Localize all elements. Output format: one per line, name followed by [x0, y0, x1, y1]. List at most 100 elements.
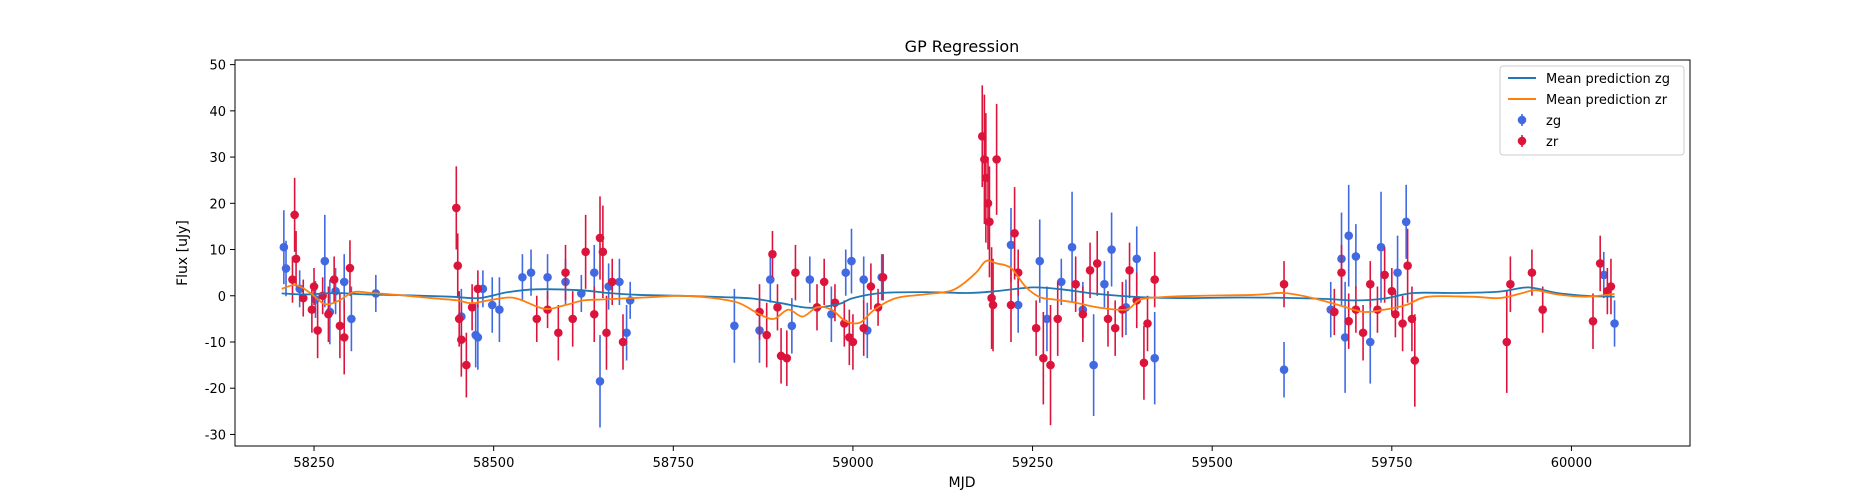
y-tick-label: 50 [209, 59, 226, 74]
zg-data-point [1401, 217, 1411, 227]
zr-data-point [1143, 319, 1152, 328]
zr-data-point [1337, 268, 1346, 277]
zg-data-point [495, 305, 504, 314]
zr-data-point [1279, 279, 1289, 289]
zr-data-point [288, 275, 297, 284]
zr-data-point [878, 272, 888, 282]
zg-data-point [331, 286, 340, 296]
zr-data-point [1344, 316, 1354, 326]
x-axis-label: MJD [949, 475, 976, 491]
zg-data-point [473, 333, 483, 342]
zg-data-point [827, 309, 836, 319]
y-tick-label: 20 [209, 197, 226, 212]
chart-title: GP Regression [905, 37, 1020, 56]
zg-data-point [1610, 319, 1619, 328]
zr-data-point [1053, 314, 1063, 324]
zg-data-point [1006, 240, 1016, 250]
zg-data-point [595, 376, 605, 386]
zr-data-point [1110, 323, 1120, 333]
zg-data-point [1132, 254, 1142, 264]
zr-data-point [983, 199, 993, 208]
zr-data-point [985, 217, 994, 227]
series-zr [288, 85, 1616, 426]
zr-data-point [768, 249, 777, 259]
zr-data-point [324, 309, 333, 319]
zr-data-point [1103, 314, 1113, 324]
x-tick-label: 58500 [473, 456, 514, 471]
zr-data-point [1506, 279, 1515, 289]
zr-data-point [568, 314, 578, 324]
zr-data-point [1387, 286, 1397, 296]
legend-marker-swatch [1517, 115, 1527, 125]
zr-data-point [454, 314, 464, 324]
zg-data-point [1089, 360, 1098, 370]
y-tick-label: -10 [205, 336, 226, 351]
zr-data-point [791, 268, 800, 277]
x-tick-label: 59750 [1371, 456, 1412, 471]
zr-data-point [618, 337, 628, 347]
zr-data-point [309, 282, 319, 291]
zg-data-point [765, 275, 775, 284]
zr-data-point [992, 155, 1001, 164]
zg-data-point [730, 321, 739, 331]
zr-data-point [453, 261, 463, 271]
series-zg [279, 184, 1619, 428]
zr-data-point [602, 328, 611, 338]
zr-data-point [1380, 270, 1389, 280]
zr-data-point [1330, 307, 1339, 317]
x-tick-label: 58750 [653, 456, 694, 471]
zr-data-point [452, 203, 461, 213]
zr-data-point [1092, 259, 1102, 268]
zr-data-point [345, 263, 355, 273]
axes-frame [234, 59, 1691, 447]
x-tick-label: 59500 [1192, 456, 1233, 471]
zr-data-point [467, 303, 477, 312]
zg-data-point [1056, 277, 1066, 287]
zr-data-point [1403, 261, 1412, 271]
zg-data-point [589, 268, 599, 277]
zg-data-point [1107, 245, 1116, 254]
zr-data-point [335, 321, 345, 331]
zr-data-point [1071, 279, 1080, 289]
zg-data-point [787, 321, 797, 331]
zr-data-point [339, 333, 349, 342]
y-axis-label: Flux [uJy] [175, 220, 191, 286]
zr-data-point [1046, 360, 1055, 370]
zr-data-point [848, 337, 858, 347]
zr-data-point [1078, 309, 1088, 319]
zr-data-point [329, 275, 339, 284]
zr-data-point [532, 314, 542, 324]
legend-label: Mean prediction zg [1546, 72, 1670, 87]
zg-data-point [859, 275, 869, 284]
zr-data-point [1085, 266, 1095, 275]
zr-data-point [1595, 259, 1605, 268]
zr-data-point [1398, 319, 1407, 328]
zg-data-point [518, 272, 527, 282]
zg-data-point [339, 277, 349, 287]
zr-data-point [1538, 305, 1548, 314]
zr-data-point [607, 277, 617, 287]
y-tick-label: -30 [205, 428, 226, 443]
zg-data-point [615, 277, 624, 287]
zg-data-point [347, 314, 356, 324]
zr-data-point [589, 309, 599, 319]
zg-data-point [1365, 337, 1375, 347]
zr-data-point [1365, 279, 1375, 289]
plot-area [279, 85, 1619, 428]
y-tick-label: -20 [205, 382, 226, 397]
legend: Mean prediction zg Mean prediction zr zg zr [1499, 65, 1685, 156]
legend-label: zg [1546, 114, 1561, 129]
legend-label: Mean prediction zr [1546, 93, 1668, 108]
zr-data-point [307, 305, 317, 314]
zg-data-point [1013, 300, 1023, 310]
zr-data-point [313, 326, 322, 335]
zg-data-point [622, 328, 631, 338]
y-tick-label: 0 [218, 290, 226, 305]
zr-data-point [554, 328, 563, 338]
zg-data-point [1279, 365, 1289, 375]
zg-data-point [1100, 279, 1109, 289]
legend-frame [1499, 65, 1685, 156]
zr-data-point [1527, 268, 1537, 277]
zr-data-point [1410, 356, 1420, 365]
zr-data-point [1006, 300, 1016, 310]
